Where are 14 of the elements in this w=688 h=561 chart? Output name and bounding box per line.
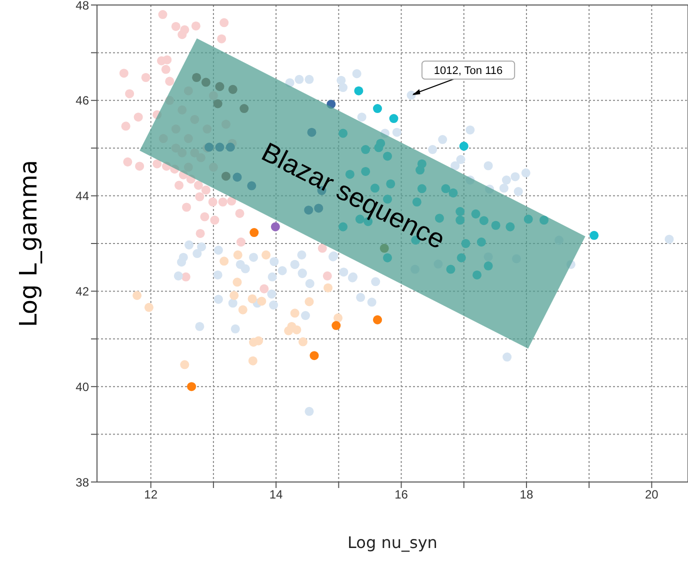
x-axis-title: Log nu_syn <box>348 533 438 552</box>
x-tick-label: 20 <box>645 488 659 502</box>
x-tick-label: 14 <box>269 488 284 502</box>
annotation: 1012, Ton 116 <box>434 65 503 78</box>
y-tick-label: 44 <box>76 189 90 204</box>
y-tick-label: 48 <box>76 0 90 12</box>
x-tick-label: 16 <box>394 488 408 502</box>
y-axis-title: Log L_gamma <box>14 160 43 328</box>
y-tick-label: 42 <box>76 284 90 298</box>
x-tick-label: 18 <box>520 488 534 502</box>
x-tick-label: 12 <box>144 488 158 502</box>
y-tick-label: 38 <box>76 475 90 490</box>
y-tick-label: 46 <box>76 94 90 108</box>
y-tick-label: 40 <box>76 380 90 394</box>
